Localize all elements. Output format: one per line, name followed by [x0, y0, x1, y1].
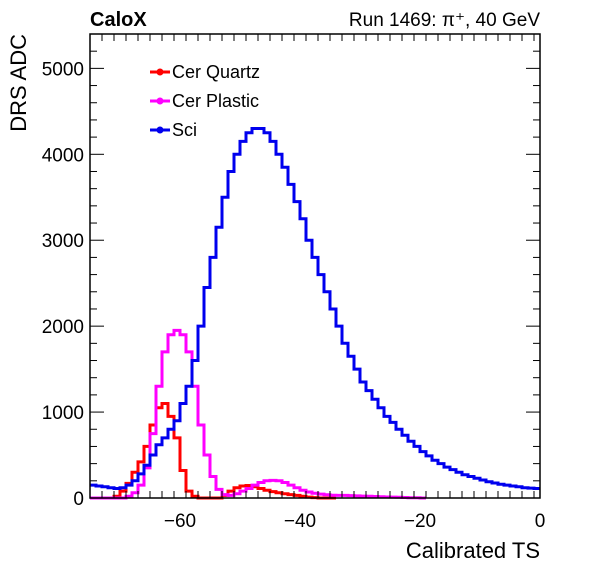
x-tick-label: −60 [164, 511, 196, 532]
legend-swatch-marker [156, 97, 164, 105]
legend: Cer Quartz Cer Plastic Sci [150, 62, 260, 140]
legend-entry: Cer Plastic [150, 91, 259, 111]
y-axis-title: DRS ADC [6, 34, 31, 132]
x-tick-label: 0 [535, 511, 546, 532]
y-tick-label: 2000 [42, 317, 84, 338]
tick-layer [89, 33, 540, 499]
x-tick-label: −20 [404, 511, 436, 532]
y-tick-label: 5000 [42, 59, 84, 80]
plot-frame [89, 33, 541, 499]
legend-label: Cer Plastic [172, 91, 259, 111]
series-line-cer-plastic [90, 328, 426, 500]
x-tick-label: −40 [284, 511, 316, 532]
legend-swatch-marker [156, 126, 164, 134]
y-tick-label: 3000 [42, 231, 84, 252]
tick-label-layer: −60 −40 −20 0 0 1000 2000 3000 4000 5000 [42, 59, 546, 532]
legend-entry: Cer Quartz [150, 62, 260, 82]
x-axis-title: Calibrated TS [406, 538, 540, 563]
plot-frame-border [89, 33, 541, 499]
y-tick-label: 1000 [42, 403, 84, 424]
series-line-sci [90, 127, 540, 490]
legend-label: Cer Quartz [172, 62, 260, 82]
legend-label: Sci [172, 120, 197, 140]
run-label: Run 1469: π⁺, 40 GeV [349, 10, 540, 31]
y-tick-label: 0 [73, 489, 84, 510]
y-tick-label: 4000 [42, 145, 84, 166]
legend-swatch-marker [156, 68, 164, 76]
experiment-label: CaloX [90, 9, 147, 31]
legend-entry: Sci [150, 120, 197, 140]
